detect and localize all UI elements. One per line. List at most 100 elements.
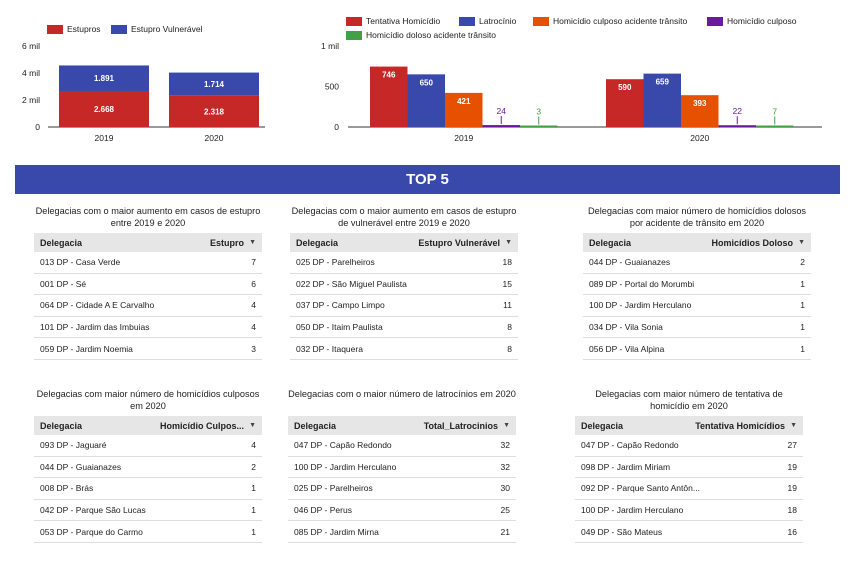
column-header-value[interactable]: Estupro ▼	[210, 238, 256, 248]
column-header-delegacia[interactable]: Delegacia	[40, 237, 83, 248]
table-row[interactable]: 093 DP - Jaguaré 4	[34, 435, 262, 457]
chart2-grouped-bar: 1 mil 500 0 746 650 421 24 3 2019 590 659 393 22 7 202…	[321, 41, 822, 143]
table-row[interactable]: 044 DP - Guaianazes 2	[583, 252, 811, 274]
column-header-value[interactable]: Estupro Vulnerável ▼	[418, 238, 512, 248]
table-title: Delegacias com o maior aumento em casos …	[291, 206, 517, 228]
data-label: 421	[457, 97, 471, 106]
table-row[interactable]: 064 DP - Cidade A E Carvalho 4	[34, 295, 262, 317]
column-header-delegacia[interactable]: Delegacia	[40, 420, 83, 431]
row-delegacia: 056 DP - Vila Alpina	[589, 343, 665, 354]
data-label: 2.318	[204, 107, 225, 116]
row-delegacia: 101 DP - Jardim das Imbuias	[40, 322, 150, 333]
column-header-label: Estupro Vulnerável	[418, 237, 501, 248]
table-row[interactable]: 044 DP - Guaianazes 2	[34, 457, 262, 479]
data-label: 746	[382, 71, 396, 80]
y-tick-label: 4 mil	[22, 68, 40, 78]
row-value: 6	[251, 278, 256, 289]
column-header-delegacia[interactable]: Delegacia	[589, 237, 632, 248]
bar-homicídio-culposo-2020	[718, 125, 756, 127]
table-row[interactable]: 100 DP - Jardim Herculano 18	[575, 500, 803, 522]
legend-item-homicidio-culposo-transito[interactable]: Homicídio culposo acidente trânsito	[533, 16, 687, 26]
table-row[interactable]: 100 DP - Jardim Herculano 1	[583, 295, 811, 317]
chart1-legend: Estupros Estupro Vulnerável	[47, 24, 267, 36]
table-header: Delegacia Homicídio Culpos... ▼	[34, 416, 262, 435]
table-row[interactable]: 008 DP - Brás 1	[34, 478, 262, 500]
sort-desc-icon[interactable]: ▼	[790, 422, 797, 429]
table-row[interactable]: 101 DP - Jardim das Imbuias 4	[34, 317, 262, 339]
legend-label: Homicídio doloso acidente trânsito	[366, 30, 496, 40]
bar-tentativa-homicídio-2020	[606, 79, 644, 127]
row-delegacia: 042 DP - Parque São Lucas	[40, 505, 146, 516]
sort-desc-icon[interactable]: ▼	[505, 239, 512, 246]
table-row[interactable]: 050 DP - Itaim Paulista 8	[290, 317, 518, 339]
table-row[interactable]: 047 DP - Capão Redondo 32	[288, 435, 516, 457]
sort-desc-icon[interactable]: ▼	[798, 239, 805, 246]
table-row[interactable]: 032 DP - Itaquera 8	[290, 338, 518, 360]
column-header-value[interactable]: Homicídios Doloso ▼	[712, 238, 805, 248]
table-row[interactable]: 034 DP - Vila Sonia 1	[583, 317, 811, 339]
table-row[interactable]: 085 DP - Jardim Mirna 21	[288, 521, 516, 543]
table-row[interactable]: 053 DP - Parque do Carmo 1	[34, 521, 262, 543]
table-row[interactable]: 037 DP - Campo Limpo 11	[290, 295, 518, 317]
table-row[interactable]: 022 DP - São Miguel Paulista 15	[290, 274, 518, 296]
table-row[interactable]: 049 DP - São Mateus 16	[575, 521, 803, 543]
table-row[interactable]: 042 DP - Parque São Lucas 1	[34, 500, 262, 522]
row-delegacia: 049 DP - São Mateus	[581, 526, 663, 537]
column-header-delegacia[interactable]: Delegacia	[294, 420, 337, 431]
top5-table: Delegacias com o maior aumento em casos …	[34, 205, 262, 360]
table-row[interactable]: 047 DP - Capão Redondo 27	[575, 435, 803, 457]
row-value: 16	[787, 526, 797, 537]
table-row[interactable]: 025 DP - Parelheiros 30	[288, 478, 516, 500]
row-value: 1	[800, 300, 805, 311]
column-header-delegacia[interactable]: Delegacia	[296, 237, 339, 248]
column-header-label: Homicídios Doloso	[711, 237, 794, 248]
bar-estupro-vulnerável-2020	[169, 72, 259, 96]
table-row[interactable]: 092 DP - Parque Santo Antôn... 19	[575, 478, 803, 500]
sort-desc-icon[interactable]: ▼	[249, 239, 256, 246]
column-header-value[interactable]: Tentativa Homicídios ▼	[695, 421, 797, 431]
table-header: Delegacia Estupro Vulnerável ▼	[290, 233, 518, 252]
table-row[interactable]: 025 DP - Parelheiros 18	[290, 252, 518, 274]
table-row[interactable]: 100 DP - Jardim Herculano 32	[288, 457, 516, 479]
legend-label: Tentativa Homicídio	[366, 16, 441, 26]
legend-item-estupro-vulneravel[interactable]: Estupro Vulnerável	[111, 24, 203, 34]
row-delegacia: 050 DP - Itaim Paulista	[296, 322, 383, 333]
column-header-delegacia[interactable]: Delegacia	[581, 420, 624, 431]
table-row[interactable]: 013 DP - Casa Verde 7	[34, 252, 262, 274]
row-value: 11	[503, 300, 512, 311]
row-delegacia: 025 DP - Parelheiros	[294, 483, 373, 494]
chart1-stacked-bar: 6 mil 4 mil 2 mil 0 2.668 1.891 2019 2.318 1.714…	[22, 41, 265, 143]
table-row[interactable]: 056 DP - Vila Alpina 1	[583, 338, 811, 360]
row-value: 2	[800, 257, 805, 268]
table-row[interactable]: 098 DP - Jardim Miriam 19	[575, 457, 803, 479]
sort-desc-icon[interactable]: ▼	[249, 422, 256, 429]
table-row[interactable]: 046 DP - Perus 25	[288, 500, 516, 522]
row-delegacia: 092 DP - Parque Santo Antôn...	[581, 483, 700, 494]
row-delegacia: 047 DP - Capão Redondo	[294, 440, 392, 451]
data-label: 590	[618, 83, 632, 92]
legend-item-homicidio-doloso-transito[interactable]: Homicídio doloso acidente trânsito	[346, 30, 496, 40]
table-row[interactable]: 089 DP - Portal do Morumbi 1	[583, 274, 811, 296]
row-value: 1	[800, 343, 805, 354]
sort-desc-icon[interactable]: ▼	[503, 422, 510, 429]
table-row[interactable]: 059 DP - Jardim Noemia 3	[34, 338, 262, 360]
row-value: 18	[502, 257, 512, 268]
table-title: Delegacias com o maior número de latrocí…	[288, 389, 516, 399]
row-value: 3	[251, 343, 256, 354]
legend-item-homicidio-culposo[interactable]: Homicídio culposo	[707, 16, 796, 26]
column-header-value[interactable]: Homicídio Culpos... ▼	[160, 421, 256, 431]
row-value: 8	[507, 343, 512, 354]
row-delegacia: 100 DP - Jardim Herculano	[581, 505, 684, 516]
row-value: 7	[251, 257, 256, 268]
x-tick-label: 2019	[454, 133, 473, 143]
top5-table: Delegacias com maior número de homicídio…	[583, 205, 811, 360]
row-delegacia: 100 DP - Jardim Herculano	[294, 461, 397, 472]
legend-item-tentativa-homicidio[interactable]: Tentativa Homicídio	[346, 16, 440, 26]
table-header: Delegacia Estupro ▼	[34, 233, 262, 252]
bar-estupro-vulnerável-2019	[59, 65, 149, 91]
legend-item-estupros[interactable]: Estupros	[47, 24, 101, 34]
column-header-value[interactable]: Total_Latrocinios ▼	[424, 421, 510, 431]
table-row[interactable]: 001 DP - Sé 6	[34, 274, 262, 296]
legend-item-latrocinio[interactable]: Latrocínio	[459, 16, 516, 26]
y-tick-label: 1 mil	[321, 41, 339, 51]
